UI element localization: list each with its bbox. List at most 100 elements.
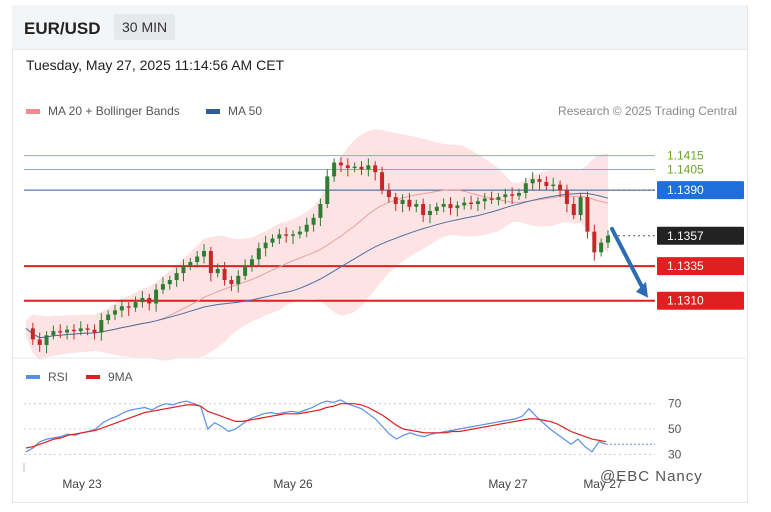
candle-body [236, 275, 241, 285]
candle-body [65, 329, 70, 333]
x-tick-label: May 23 [62, 477, 102, 491]
x-tick-label: May 27 [488, 477, 528, 491]
candle-body [448, 204, 453, 209]
candle-body [208, 250, 213, 274]
candle-body [564, 190, 569, 204]
candle-body [51, 331, 56, 336]
level-tag-1.1357 [657, 226, 744, 245]
candle-body [551, 184, 556, 187]
candle-body [318, 204, 323, 218]
candle-body [558, 184, 563, 191]
candle-body [544, 181, 549, 187]
candle-body [263, 242, 268, 249]
timeframe-button[interactable]: 30 MIN [114, 14, 176, 40]
ma20-swatch [26, 108, 40, 114]
candle-body [510, 194, 515, 196]
candle-body [414, 204, 419, 207]
candle-body [37, 339, 42, 345]
candle-body [366, 165, 371, 170]
rsi-legend-swatch [86, 375, 100, 379]
chart-header: EUR/USD 30 MIN [12, 5, 747, 50]
level-tag-1.1335 [657, 257, 744, 276]
candle-body [373, 165, 378, 173]
candle-body [359, 166, 364, 170]
candle-body [530, 179, 535, 184]
candle-body [393, 197, 398, 204]
candle-body [386, 190, 391, 198]
candle-body [469, 202, 474, 204]
candle-body [202, 250, 207, 257]
rsi-ma-line [25, 403, 607, 449]
candle-body [297, 231, 302, 235]
candle-body [222, 268, 227, 280]
level-label-1.1405: 1.1405 [667, 162, 704, 176]
bollinger-band [26, 129, 608, 361]
candle-body [332, 162, 337, 177]
forecast-arrow-head [636, 281, 648, 298]
candle-body [106, 314, 111, 321]
symbol-label: EUR/USD [24, 19, 101, 38]
candle-body [99, 320, 104, 333]
candle-body [243, 266, 248, 276]
legend-ma20-label: MA 20 + Bollinger Bands [48, 104, 180, 118]
watermark: @EBC Nancy [600, 468, 703, 485]
forecast-arrow [610, 226, 646, 293]
candle-body [44, 335, 49, 345]
candle-body [154, 289, 159, 304]
level-tag-1.1310 [657, 291, 744, 310]
candle-body [304, 224, 309, 232]
candle-body [537, 179, 542, 182]
candle-body [345, 165, 350, 169]
candle-body [407, 199, 412, 207]
candle-body [434, 206, 439, 211]
candle-body [421, 204, 426, 216]
candle-body [277, 234, 282, 239]
candle-body [160, 284, 165, 290]
candle-body [523, 183, 528, 193]
candle-body [229, 280, 234, 285]
rsi-tick-label: 70 [668, 397, 682, 411]
candle-body [338, 162, 343, 166]
candle-body [441, 204, 446, 207]
level-label-1.1415: 1.1415 [667, 149, 704, 163]
legend-ma50: MA 50 [206, 104, 262, 118]
candle-body [195, 256, 200, 263]
legend-ma50-label: MA 50 [228, 104, 263, 118]
candle-body [188, 262, 193, 267]
candle-body [606, 235, 610, 243]
rsi-legend-swatch [26, 375, 40, 379]
candle-body [181, 266, 186, 274]
candle-body [516, 192, 521, 196]
candle-body [92, 329, 97, 333]
ma50-line [25, 192, 609, 339]
level-label-1.1357: 1.1357 [667, 229, 704, 243]
candle-body [496, 197, 501, 200]
candle-body [578, 197, 583, 216]
candle-body [455, 205, 460, 209]
candle-body [133, 302, 138, 308]
candle-body [599, 242, 604, 253]
candle-body [503, 194, 508, 198]
candle-body [427, 210, 432, 216]
candle-body [482, 198, 487, 202]
rsi-legend-label: 9MA [108, 370, 133, 384]
credit-text: Research © 2025 Trading Central [558, 104, 737, 118]
candle-body [270, 238, 275, 243]
candle-body [380, 172, 385, 191]
candle-body [71, 329, 76, 332]
level-label-1.1335: 1.1335 [667, 259, 704, 273]
candle-body [311, 217, 316, 225]
ma50-swatch [206, 108, 220, 114]
level-label-1.1310: 1.1310 [667, 294, 704, 308]
candle-body [140, 297, 145, 303]
candle-body [167, 280, 172, 285]
x-tick-label: May 26 [273, 477, 313, 491]
candle-body [325, 176, 330, 204]
candle-body [284, 234, 289, 236]
candle-body [78, 328, 83, 332]
level-tag-1.1390 [657, 181, 744, 200]
candle-body [475, 201, 480, 204]
candle-body [85, 328, 90, 330]
candle-body [113, 310, 118, 315]
